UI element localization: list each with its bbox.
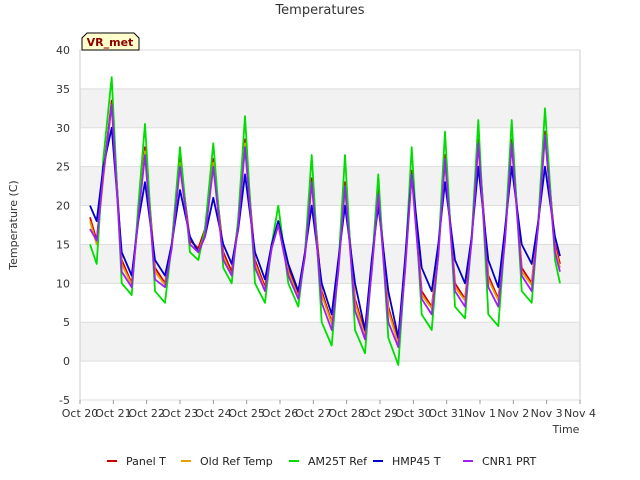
legend-label: Old Ref Temp [200, 455, 273, 468]
series-line [89, 103, 561, 345]
grid-band [80, 166, 580, 206]
y-tick-label: 30 [56, 122, 70, 135]
x-tick-label: Oct 31 [428, 407, 465, 420]
series-line [89, 103, 561, 349]
x-tick-label: Oct 25 [228, 407, 265, 420]
x-tick-label: Oct 29 [362, 407, 399, 420]
x-tick-label: Oct 26 [262, 407, 299, 420]
station-badge: VR_met [81, 32, 140, 51]
x-axis-title: Time [552, 423, 580, 436]
x-tick-label: Oct 22 [128, 407, 165, 420]
x-tick-label: Oct 21 [95, 407, 132, 420]
y-tick-label: 20 [56, 200, 70, 213]
x-tick-label: Oct 28 [328, 407, 365, 420]
x-tick-label: Nov 1 [464, 407, 496, 420]
legend-label: HMP45 T [392, 455, 441, 468]
x-tick-label: Oct 23 [162, 407, 199, 420]
x-tick-label: Oct 20 [62, 407, 99, 420]
x-tick-label: Oct 27 [295, 407, 332, 420]
y-tick-label: 0 [63, 355, 70, 368]
y-tick-label: 25 [56, 161, 70, 174]
plot-bands [80, 88, 580, 362]
legend-label: Panel T [126, 455, 166, 468]
legend-label: AM25T Ref [308, 455, 368, 468]
x-tick-label: Nov 4 [564, 407, 596, 420]
legend: Panel T Old Ref Temp AM25T Ref HMP45 T CNR1 … [107, 455, 537, 468]
grid-band [80, 88, 580, 128]
y-tick-label: 5 [63, 316, 70, 329]
y-tick-label: -5 [59, 394, 70, 407]
y-axis-title: Temperature (C) [7, 180, 20, 270]
grid-band [80, 244, 580, 284]
x-tick-label: Oct 24 [195, 407, 232, 420]
series-layer [89, 76, 561, 366]
y-tick-label: 15 [56, 238, 70, 251]
legend-label: CNR1 PRT [482, 455, 537, 468]
chart-title: Temperatures [274, 3, 364, 18]
x-tick-label: Nov 3 [531, 407, 563, 420]
x-tick-label: Oct 30 [395, 407, 432, 420]
station-badge-label: VR_met [87, 36, 134, 49]
y-tick-label: 35 [56, 83, 70, 96]
y-tick-label: 10 [56, 277, 70, 290]
y-tick-label: 40 [56, 44, 70, 57]
x-tick-label: Nov 2 [497, 407, 529, 420]
y-axis-ticks: -5 0 5 10 15 20 25 30 35 40 [56, 44, 70, 407]
